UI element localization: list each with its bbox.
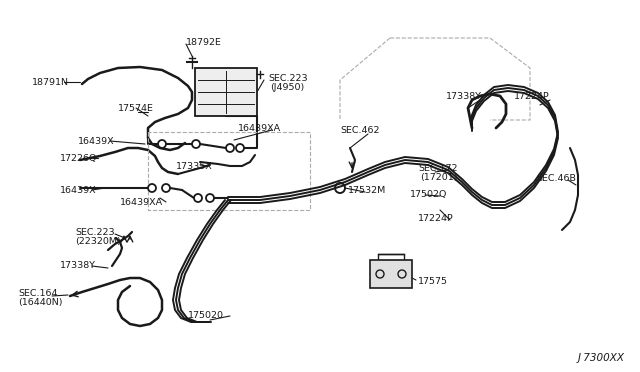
Text: 17224P: 17224P: [418, 214, 454, 222]
Text: SEC.223: SEC.223: [75, 228, 115, 237]
Text: 17532M: 17532M: [348, 186, 387, 195]
Text: 16439X: 16439X: [78, 137, 115, 145]
Text: 17575: 17575: [418, 278, 448, 286]
Text: 175020: 175020: [188, 311, 224, 321]
Text: SEC.223: SEC.223: [268, 74, 308, 83]
Text: 16439X: 16439X: [60, 186, 97, 195]
Text: (17201): (17201): [420, 173, 458, 182]
Text: 17335X: 17335X: [176, 161, 212, 170]
Text: 17574E: 17574E: [118, 103, 154, 112]
Text: 17338Y: 17338Y: [446, 92, 482, 100]
Bar: [195, 68, 257, 116]
Text: (22320M): (22320M): [75, 237, 121, 246]
Text: SEC.46B: SEC.46B: [536, 173, 576, 183]
Text: (J4950): (J4950): [270, 83, 304, 92]
Text: 17338Y: 17338Y: [60, 262, 96, 270]
Text: 17226Q: 17226Q: [60, 154, 97, 163]
Text: 17224P: 17224P: [514, 92, 550, 100]
Text: (16440N): (16440N): [18, 298, 63, 308]
Text: SEC.462: SEC.462: [340, 125, 380, 135]
Text: 18792E: 18792E: [186, 38, 222, 46]
Bar: [370, 260, 412, 288]
Text: J 7300XX: J 7300XX: [578, 353, 625, 363]
Text: 17502Q: 17502Q: [410, 189, 447, 199]
Text: 16439XA: 16439XA: [120, 198, 163, 206]
Text: 18791N: 18791N: [32, 77, 69, 87]
Text: SEC.164: SEC.164: [18, 289, 58, 298]
Text: SEC.172: SEC.172: [418, 164, 458, 173]
Text: 16439XA: 16439XA: [238, 124, 281, 132]
